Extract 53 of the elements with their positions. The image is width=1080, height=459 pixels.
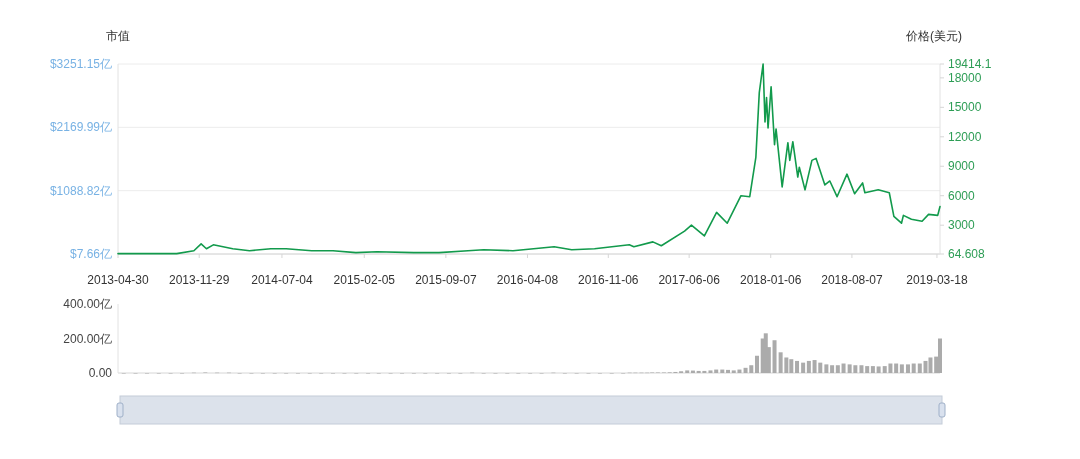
y2-tick-label: 12000 [948,129,982,144]
bar [928,357,933,373]
y2-axis-title: 价格(美元) [905,29,962,43]
bar [841,363,846,373]
bar [685,370,690,373]
bar [911,363,916,373]
y2-tick-label: 64.608 [948,247,986,261]
bar [917,363,922,373]
y2-tick-label: 9000 [948,159,976,174]
y-tick-label: $1088.82亿 [49,183,112,198]
y-tick-label: $7.66亿 [69,247,112,261]
bar [905,364,910,374]
x-tick-label: 2016-11-06 [578,273,639,287]
y2-tick-label: 3000 [948,218,976,233]
y-tick-label: 200.00亿 [63,331,112,346]
x-tick-label: 2016-04-08 [496,273,559,287]
bar [894,363,899,373]
bar [835,365,840,373]
bar [899,364,904,374]
bar [801,362,806,373]
bar [830,365,835,373]
y-tick-label: $2169.99亿 [49,120,112,135]
x-tick-label: 2013-11-29 [168,273,230,287]
y-tick-label: 0.00 [88,366,113,380]
bar [865,366,870,373]
bar [726,369,731,373]
bar [824,364,829,374]
bar [806,360,811,373]
y-tick-label: 400.00亿 [63,297,112,311]
bar [708,370,713,373]
y2-tick-label: 19414.1 [948,57,992,71]
x-tick-label: 2019-03-18 [906,273,968,287]
line-series [117,63,941,255]
bar [923,360,928,373]
bar [754,355,759,373]
x-tick-label: 2017-06-06 [658,273,721,287]
bar [870,366,875,373]
y-axis-title: 市值 [106,29,130,43]
y-tick-label: $3251.15亿 [49,57,112,71]
x-tick-label: 2014-07-04 [251,273,313,287]
x-tick-label: 2015-02-05 [333,273,396,287]
x-tick-label: 2018-01-06 [740,273,802,287]
bar [938,338,942,373]
bar [859,365,864,373]
y2-tick-label: 6000 [948,188,976,203]
x-tick-label: 2015-09-07 [415,273,477,287]
y2-tick-label: 18000 [948,70,982,85]
bar [772,340,777,373]
bar [795,360,800,373]
x-tick-label: 2013-04-30 [87,273,150,287]
y2-tick-label: 15000 [948,100,982,115]
bar [876,366,881,373]
x-tick-label: 2018-08-07 [821,273,883,287]
